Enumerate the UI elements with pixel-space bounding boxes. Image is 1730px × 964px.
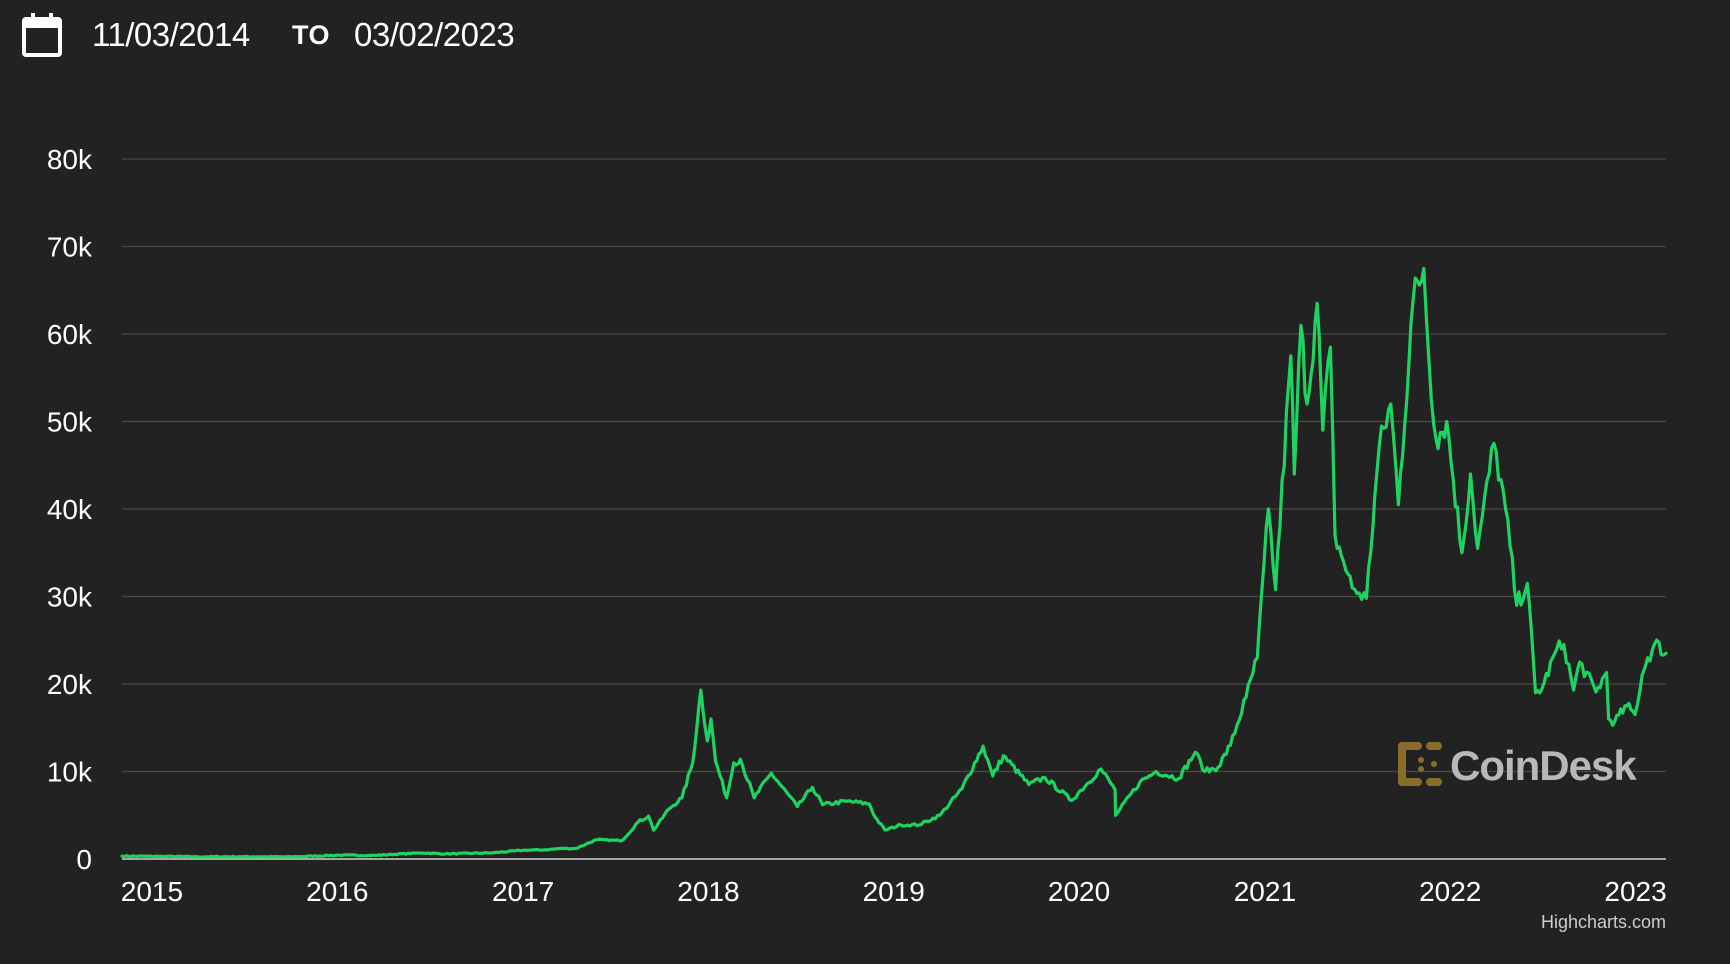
grid-lines [122, 158, 1666, 860]
y-tick-label: 20k [47, 669, 93, 700]
x-tick-label: 2015 [121, 876, 183, 907]
from-date[interactable]: 11/03/2014 [92, 16, 250, 53]
x-tick-label: 2018 [677, 876, 739, 907]
y-axis-labels: 0 10k 20k 30k 40k 50k 60k 70k 80k [47, 144, 93, 875]
x-tick-label: 2023 [1604, 876, 1666, 907]
highcharts-credit[interactable]: Highcharts.com [1541, 912, 1666, 932]
y-tick-label: 60k [47, 319, 93, 350]
y-tick-label: 70k [47, 232, 93, 263]
x-tick-label: 2022 [1419, 876, 1481, 907]
price-series [120, 266, 1668, 859]
series-line[interactable] [120, 266, 1668, 859]
date-range: 11/03/2014 TO 03/02/2023 [22, 10, 536, 60]
x-tick-label: 2019 [863, 876, 925, 907]
y-tick-label: 80k [47, 144, 93, 175]
x-tick-label: 2016 [306, 876, 368, 907]
y-tick-label: 10k [47, 757, 93, 788]
y-tick-label: 50k [47, 407, 93, 438]
calendar-icon[interactable] [22, 12, 62, 58]
y-tick-label: 30k [47, 582, 93, 613]
x-axis-labels: 2015 2016 2017 2018 2019 2020 2021 2022 2023 [121, 876, 1667, 907]
y-tick-label: 0 [76, 844, 92, 875]
to-label: TO [292, 19, 331, 50]
coindesk-watermark: CoinDesk [1398, 742, 1638, 789]
x-tick-label: 2020 [1048, 876, 1110, 907]
coindesk-wordmark: CoinDesk [1450, 742, 1637, 789]
x-tick-label: 2021 [1234, 876, 1296, 907]
to-date[interactable]: 03/02/2023 [354, 16, 515, 53]
y-tick-label: 40k [47, 494, 93, 525]
coindesk-logo-icon [1398, 742, 1442, 786]
x-tick-label: 2017 [492, 876, 554, 907]
